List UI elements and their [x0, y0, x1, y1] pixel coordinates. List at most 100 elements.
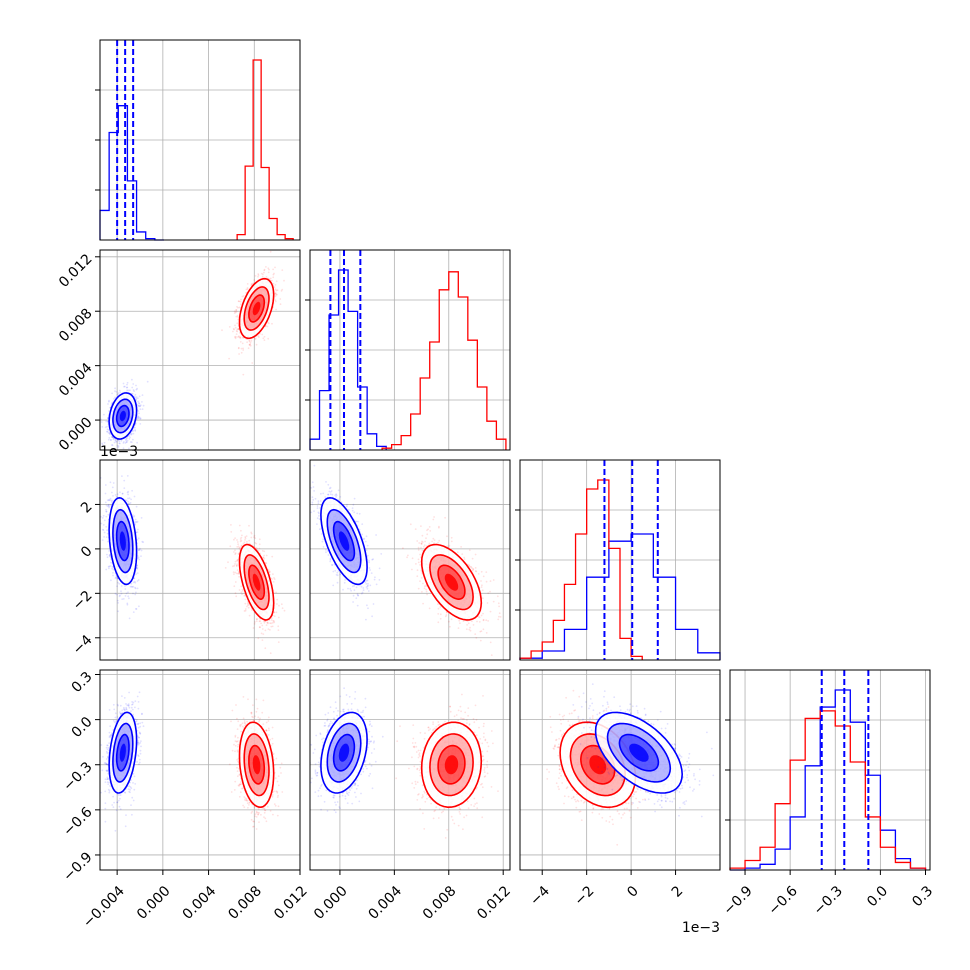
- scatter-point: [269, 652, 272, 655]
- scatter-point: [239, 332, 241, 334]
- scatter-point: [235, 572, 238, 575]
- scatter-point: [129, 389, 131, 392]
- scatter-point: [232, 565, 234, 568]
- scatter-point: [261, 333, 264, 336]
- scatter-point: [281, 288, 284, 291]
- scatter-point: [107, 417, 109, 420]
- scatter-point: [230, 524, 232, 526]
- scatter-point: [246, 540, 248, 543]
- histogram-red: [381, 271, 507, 450]
- scatter-point: [263, 554, 265, 557]
- scatter-point: [125, 441, 128, 443]
- scatter-point: [121, 598, 124, 600]
- scatter-point: [261, 624, 264, 627]
- scatter-point: [104, 426, 107, 429]
- scatter-point: [240, 539, 243, 542]
- scatter-point: [238, 589, 241, 591]
- scatter-point: [241, 342, 244, 345]
- contour-line-blue: [115, 404, 130, 428]
- scatter-point: [136, 441, 139, 444]
- histogram-red: [729, 710, 927, 870]
- scatter-point: [235, 595, 238, 598]
- scatter-point: [111, 436, 114, 439]
- scatter-point: [270, 617, 273, 620]
- scatter-point: [277, 629, 280, 631]
- scatter-point: [246, 604, 249, 607]
- scatter-point: [115, 391, 118, 393]
- scatter-point: [254, 337, 257, 340]
- scatter-point: [262, 337, 265, 340]
- scatter-point: [127, 500, 130, 503]
- scatter-point: [242, 349, 245, 351]
- scatter-point: [241, 593, 243, 596]
- scatter-point: [276, 289, 279, 292]
- scatter-point: [246, 341, 249, 344]
- scatter-point: [240, 544, 243, 547]
- scatter-point: [243, 541, 246, 544]
- scatter-point: [114, 387, 116, 390]
- scatter-point: [248, 539, 251, 542]
- scatter-point: [133, 426, 136, 429]
- panel-contents: [100, 250, 300, 450]
- scatter-point: [253, 534, 256, 537]
- scatter-point: [111, 444, 113, 446]
- scatter-point: [239, 300, 242, 303]
- scatter-point: [271, 322, 273, 325]
- scatter-point: [275, 293, 278, 296]
- scatter-point: [237, 572, 240, 575]
- scatter-point: [272, 282, 275, 285]
- scatter-point: [273, 577, 275, 579]
- contour-line-red: [248, 564, 266, 600]
- scatter-point: [264, 647, 267, 650]
- scatter-point: [252, 627, 255, 629]
- scatter-point: [234, 560, 237, 563]
- scatter-point: [139, 405, 141, 408]
- scatter-point: [234, 335, 237, 338]
- scatter-point: [130, 441, 133, 443]
- scatter-point: [272, 268, 274, 271]
- scatter-point: [266, 621, 269, 624]
- scatter-point: [104, 492, 107, 495]
- scatter-point: [135, 398, 138, 400]
- panel-frame: [99, 249, 301, 451]
- scatter-point: [256, 547, 258, 550]
- scatter-point: [268, 571, 271, 574]
- scatter-point: [241, 534, 243, 537]
- scatter-point: [248, 343, 251, 346]
- scatter-point: [258, 538, 261, 541]
- scatter-point: [117, 445, 120, 448]
- contour-line-red: [248, 294, 266, 323]
- scatter-point: [258, 547, 261, 550]
- scatter-point: [257, 274, 260, 277]
- scatter-point: [127, 447, 130, 450]
- scatter-point: [114, 448, 116, 450]
- panel-frame: [729, 669, 931, 871]
- scatter-point: [123, 385, 125, 388]
- scatter-point: [237, 552, 240, 555]
- scatter-point: [105, 420, 108, 423]
- scatter-point: [274, 292, 277, 295]
- scatter-point: [274, 266, 276, 269]
- scatter-point: [132, 611, 135, 613]
- scatter-point: [240, 351, 243, 354]
- scatter-point: [236, 559, 239, 561]
- scatter-point: [123, 487, 126, 489]
- scatter-point: [273, 615, 276, 618]
- scatter-point: [137, 417, 140, 420]
- scatter-point: [233, 564, 236, 567]
- density-fill: [252, 301, 261, 316]
- scatter-point: [240, 585, 243, 588]
- scatter-point: [129, 585, 132, 588]
- scatter-point: [139, 404, 142, 407]
- scatter-point: [229, 545, 232, 548]
- scatter-point: [237, 558, 239, 561]
- scatter-point: [283, 609, 286, 612]
- scatter-point: [261, 639, 264, 641]
- contour-line-blue: [112, 398, 134, 434]
- scatter-point: [255, 620, 258, 622]
- scatter-point: [281, 607, 284, 610]
- scatter-point: [272, 581, 275, 583]
- diag-panel-p0: [95, 39, 301, 241]
- scatter-point: [274, 292, 277, 295]
- scatter-point: [248, 340, 251, 343]
